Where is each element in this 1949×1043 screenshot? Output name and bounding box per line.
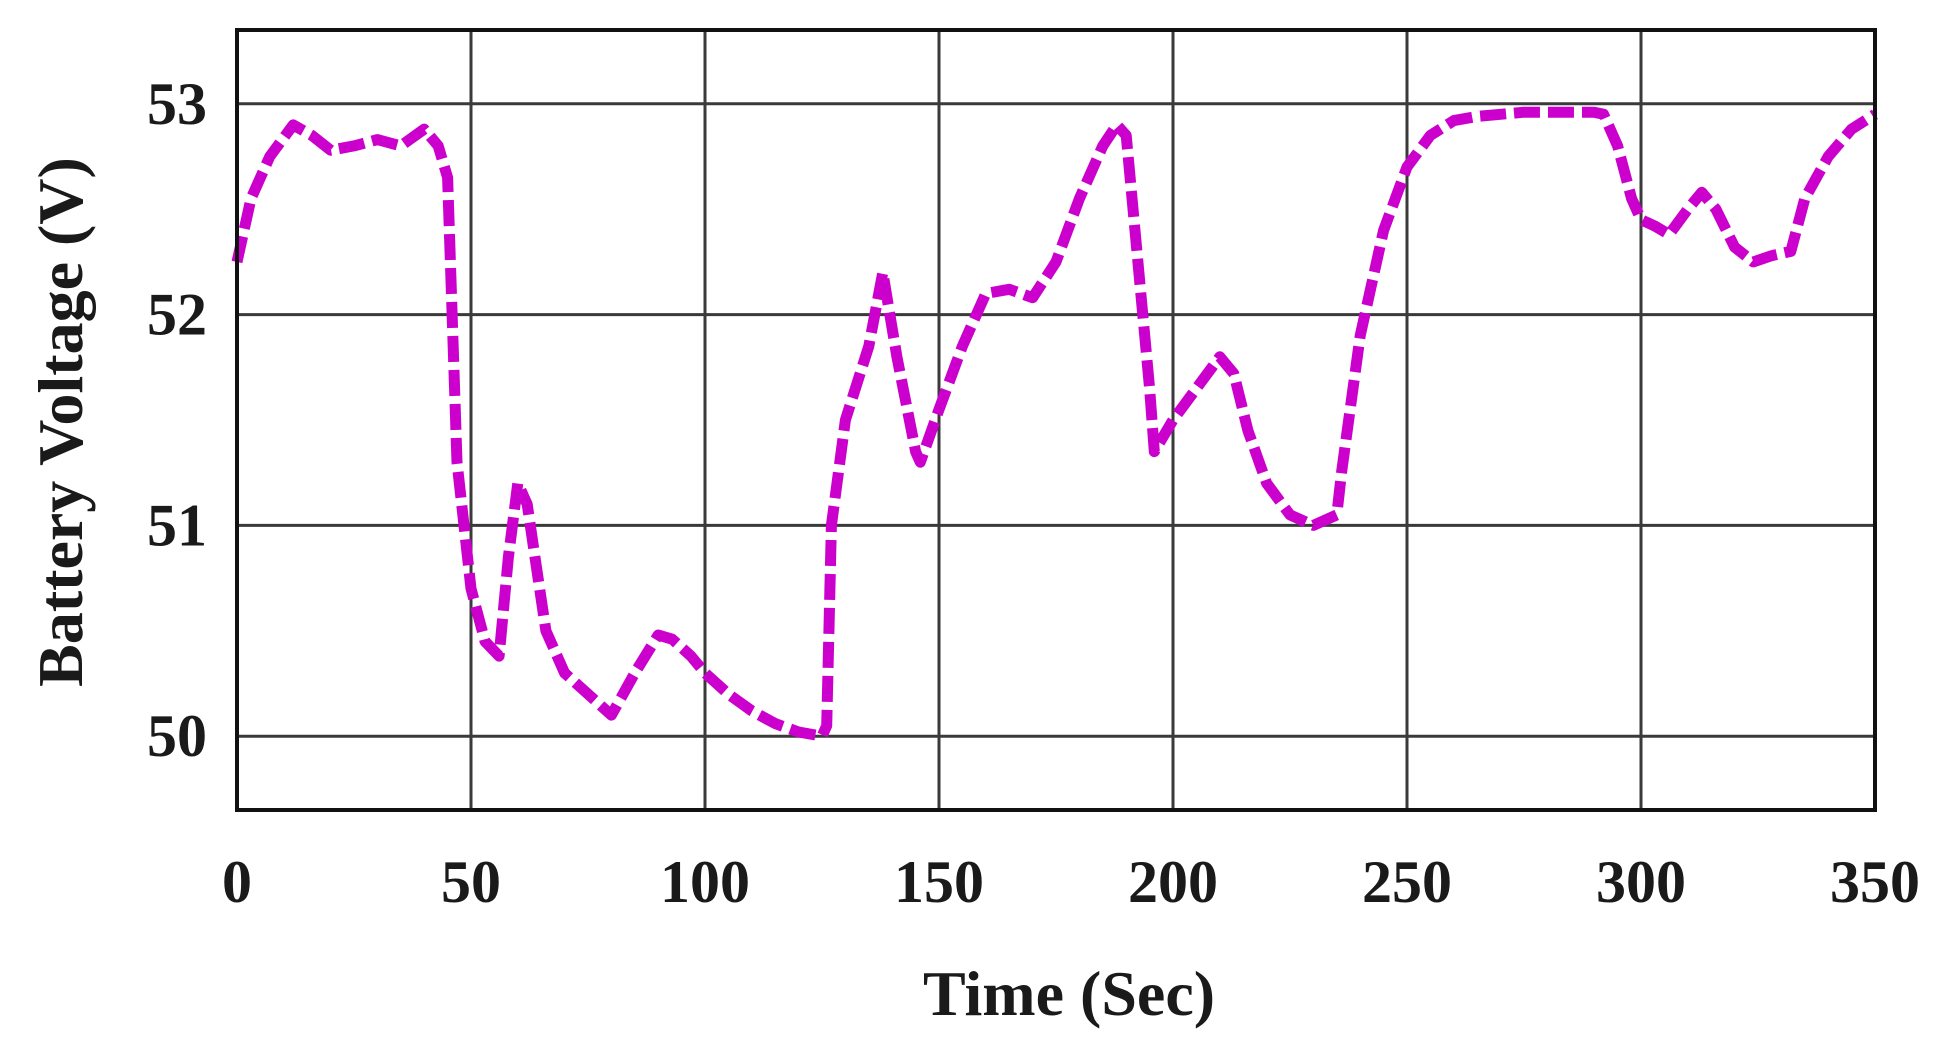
x-tick-label: 200 xyxy=(1128,849,1218,915)
x-tick-label: 300 xyxy=(1596,849,1686,915)
y-tick-label: 52 xyxy=(147,282,207,348)
x-tick-labels: 0 50 100 150 200 250 300 350 xyxy=(222,849,1920,915)
grid-lines xyxy=(237,30,1875,810)
y-tick-label: 53 xyxy=(147,71,207,137)
plot-frame xyxy=(235,28,1877,812)
battery-voltage-series-line xyxy=(231,106,1878,742)
x-tick-label: 150 xyxy=(894,849,984,915)
x-axis-label: Time (Sec) xyxy=(923,958,1215,1029)
x-tick-label: 100 xyxy=(660,849,750,915)
y-tick-label: 51 xyxy=(147,492,207,558)
x-tick-label: 250 xyxy=(1362,849,1452,915)
y-tick-labels: 50 51 52 53 xyxy=(147,71,207,769)
x-tick-label: 350 xyxy=(1830,849,1920,915)
x-tick-label: 50 xyxy=(441,849,501,915)
y-tick-label: 50 xyxy=(147,703,207,769)
y-axis-label: Battery Voltage (V) xyxy=(25,157,96,687)
x-tick-label: 0 xyxy=(222,849,252,915)
series-group xyxy=(231,106,1878,742)
